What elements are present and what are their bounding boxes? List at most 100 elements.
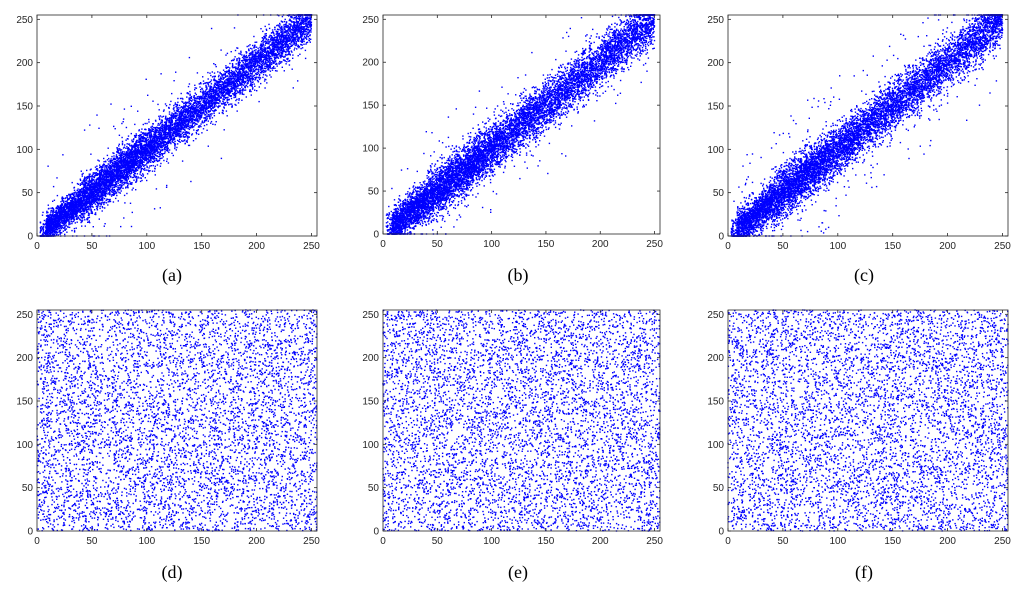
scatter-point — [163, 156, 164, 157]
scatter-point — [175, 102, 176, 103]
scatter-point — [204, 83, 205, 84]
scatter-point — [116, 154, 117, 155]
scatter-point — [139, 173, 140, 174]
scatter-point — [165, 103, 166, 104]
scatter-point — [145, 123, 146, 124]
scatter-point — [111, 156, 112, 157]
scatter-point — [129, 145, 130, 146]
scatter-point — [181, 93, 182, 94]
scatter-point — [309, 17, 310, 18]
scatter-point — [159, 109, 160, 110]
scatter-point — [131, 184, 132, 185]
scatter-point — [233, 80, 234, 81]
scatter-point — [266, 75, 267, 76]
scatter-point — [57, 195, 58, 196]
scatter-point — [159, 124, 160, 125]
scatter-point — [188, 145, 189, 146]
scatter-point — [179, 139, 180, 140]
scatter-point — [93, 226, 94, 227]
scatter-point — [74, 228, 75, 229]
scatter-point — [233, 71, 234, 72]
scatter-point — [235, 95, 236, 96]
scatter-point — [235, 88, 236, 89]
scatter-point — [58, 234, 59, 235]
scatter-point — [172, 141, 173, 142]
scatter-point — [210, 123, 211, 124]
scatter-point — [160, 132, 161, 133]
scatter-point — [266, 82, 267, 83]
scatter-point — [282, 30, 283, 31]
scatter-point — [188, 132, 189, 133]
scatter-point — [160, 122, 161, 123]
scatter-point — [295, 17, 296, 18]
scatter-point — [247, 76, 248, 77]
scatter-point — [255, 42, 256, 43]
scatter-point — [126, 182, 127, 183]
scatter-point — [122, 143, 123, 144]
scatter-point — [214, 72, 215, 73]
scatter-point — [92, 213, 93, 214]
scatter-point — [177, 143, 178, 144]
scatter-point — [150, 132, 151, 133]
scatter-point — [293, 43, 294, 44]
scatter-point — [249, 91, 250, 92]
scatter-point — [180, 110, 181, 111]
scatter-point — [175, 104, 176, 105]
scatter-point — [168, 162, 169, 163]
scatter-point — [215, 105, 216, 106]
scatter-point — [131, 226, 132, 227]
scatter-point — [170, 132, 171, 133]
scatter-point — [151, 165, 152, 166]
scatter-point — [107, 159, 108, 160]
scatter-point — [195, 93, 196, 94]
scatter-point — [307, 18, 308, 19]
scatter-point — [297, 80, 298, 81]
scatter-point — [286, 49, 287, 50]
scatter-point — [80, 179, 81, 180]
scatter-point — [146, 79, 147, 80]
scatter-point — [276, 25, 277, 26]
scatter-point — [216, 121, 217, 122]
scatter-point — [235, 68, 236, 69]
scatter-point — [157, 125, 158, 126]
scatter-point — [271, 32, 272, 33]
scatter-point — [63, 231, 64, 232]
scatter-point — [148, 119, 149, 120]
scatter-point — [232, 63, 233, 64]
scatter-point — [304, 36, 305, 37]
scatter-point — [243, 85, 244, 86]
scatter-point — [292, 69, 293, 70]
scatter-point — [179, 107, 180, 108]
scatter-point — [211, 28, 212, 29]
scatter-point — [131, 106, 132, 107]
scatter-point — [195, 87, 196, 88]
scatter-point — [116, 184, 117, 185]
scatter-point — [250, 81, 251, 82]
scatter-point — [268, 24, 269, 25]
scatter-point — [197, 72, 198, 73]
scatter-point — [124, 108, 125, 109]
scatter-point — [262, 42, 263, 43]
scatter-point — [174, 141, 175, 142]
scatter-point — [149, 165, 150, 166]
scatter-point — [50, 234, 51, 235]
scatter-point — [166, 150, 167, 151]
scatter-point — [286, 33, 287, 34]
scatter-point — [286, 22, 287, 23]
scatter-point — [260, 83, 261, 84]
scatter-point — [256, 47, 257, 48]
scatter-point — [235, 50, 236, 51]
scatter-point — [67, 227, 68, 228]
scatter-point — [231, 107, 232, 108]
scatter-point — [106, 167, 107, 168]
scatter-point — [246, 85, 247, 86]
scatter-point — [91, 213, 92, 214]
scatter-point — [210, 75, 211, 76]
scatter-point — [166, 185, 167, 186]
scatter-point — [254, 86, 255, 87]
scatter-point — [177, 98, 178, 99]
scatter-point — [274, 29, 275, 30]
scatter-point — [111, 195, 112, 196]
scatter-point — [206, 124, 207, 125]
scatter-point — [141, 175, 142, 176]
